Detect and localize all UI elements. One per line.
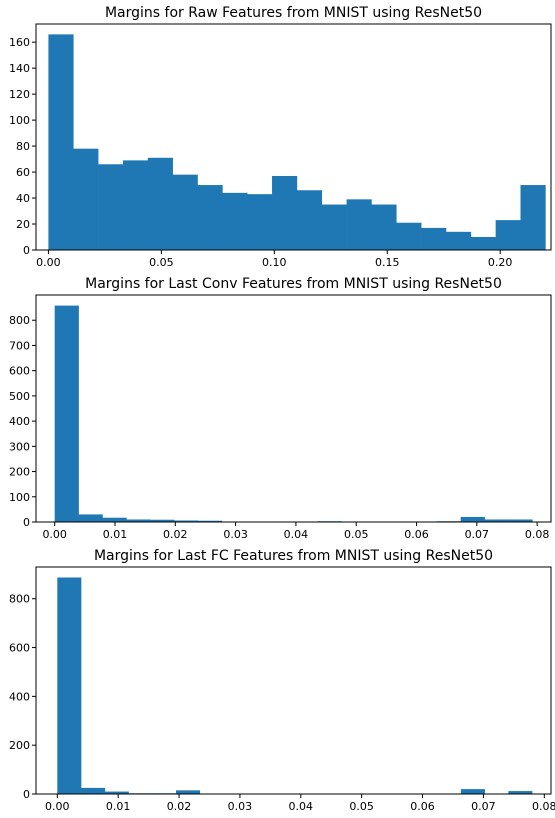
histogram-bar: [174, 520, 199, 522]
bars: [57, 577, 533, 794]
histogram-bar: [98, 164, 124, 250]
histogram-bar: [81, 787, 106, 794]
x-tick-label: 0.00: [42, 528, 67, 541]
y-tick-label: 20: [16, 218, 30, 231]
y-tick-label: 700: [9, 339, 30, 352]
bars: [54, 305, 533, 522]
chart-title: Margins for Last FC Features from MNIST …: [94, 548, 493, 564]
y-tick-label: 120: [9, 88, 30, 101]
histogram-bar: [150, 519, 175, 522]
histogram-bar: [57, 577, 82, 794]
x-tick-label: 0.04: [289, 800, 314, 813]
y-tick-label: 400: [9, 415, 30, 428]
histogram-bar: [172, 174, 198, 250]
histogram-bar: [371, 204, 397, 250]
histogram-bar: [147, 157, 173, 250]
histogram-bar: [272, 175, 298, 250]
y-tick-label: 100: [9, 114, 30, 127]
histogram-bar: [445, 231, 472, 250]
histogram-bar: [484, 519, 509, 522]
histogram-bar: [48, 34, 74, 250]
x-tick-label: 0.05: [344, 528, 369, 541]
x-tick-label: 0.08: [525, 528, 550, 541]
x-tick-label: 0.00: [36, 256, 61, 269]
histogram-bar: [495, 220, 521, 250]
y-tick-label: 160: [9, 36, 30, 49]
y-tick-label: 40: [16, 192, 30, 205]
y-tick-label: 600: [9, 365, 30, 378]
x-tick-label: 0.00: [45, 800, 70, 813]
histogram-bar: [78, 514, 103, 522]
y-tick-label: 0: [23, 244, 30, 257]
x-tick-label: 0.03: [223, 528, 248, 541]
histogram-bar: [396, 222, 422, 250]
histogram-bar: [197, 185, 223, 250]
y-tick-label: 60: [16, 166, 30, 179]
histogram-bar: [122, 160, 149, 250]
histogram-bar: [460, 789, 485, 794]
y-tick-label: 0: [23, 516, 30, 529]
y-tick-label: 400: [9, 690, 30, 703]
y-tick-label: 800: [9, 593, 30, 606]
histogram-bar: [470, 237, 496, 250]
x-tick-label: 0.02: [167, 800, 192, 813]
histogram-bar: [102, 517, 127, 522]
x-tick-label: 0.10: [262, 256, 287, 269]
axes-frame: [35, 294, 552, 523]
chart-2: Margins for Last Conv Features from MNIS…: [9, 276, 552, 541]
y-tick-label: 300: [9, 440, 30, 453]
histogram-bar: [321, 204, 347, 250]
histogram-bar: [54, 305, 79, 522]
histogram-bar: [508, 519, 533, 522]
histogram-bar: [520, 185, 546, 250]
histogram-bar: [126, 519, 151, 522]
y-tick-label: 80: [16, 140, 30, 153]
x-tick-label: 0.01: [103, 528, 128, 541]
x-tick-label: 0.05: [149, 256, 174, 269]
x-tick-label: 0.08: [532, 800, 555, 813]
x-tick-label: 0.01: [106, 800, 131, 813]
histogram-bar: [296, 190, 323, 250]
y-tick-label: 200: [9, 466, 30, 479]
axes-frame: [35, 23, 552, 251]
x-tick-label: 0.02: [163, 528, 188, 541]
x-tick-label: 0.04: [284, 528, 309, 541]
y-tick-label: 200: [9, 739, 30, 752]
chart-3: Margins for Last FC Features from MNIST …: [9, 548, 555, 813]
y-tick-label: 100: [9, 491, 30, 504]
axes-frame: [35, 566, 552, 795]
y-tick-label: 600: [9, 642, 30, 655]
x-tick-label: 0.06: [404, 528, 429, 541]
y-tick-label: 500: [9, 390, 30, 403]
bars: [48, 34, 546, 250]
histogram-bar: [222, 192, 248, 250]
x-tick-label: 0.15: [375, 256, 400, 269]
chart-title: Margins for Raw Features from MNIST usin…: [105, 5, 482, 21]
histogram-bar: [104, 791, 129, 794]
y-tick-label: 800: [9, 314, 30, 327]
x-tick-label: 0.07: [465, 528, 490, 541]
histogram-bar: [73, 148, 99, 250]
chart-1: Margins for Raw Features from MNIST usin…: [9, 5, 552, 269]
histogram-bar: [460, 516, 485, 522]
x-tick-label: 0.20: [488, 256, 513, 269]
y-tick-label: 0: [23, 788, 30, 801]
x-tick-label: 0.06: [410, 800, 435, 813]
histogram-bar: [421, 227, 447, 250]
x-tick-label: 0.03: [228, 800, 253, 813]
x-tick-label: 0.07: [471, 800, 496, 813]
histogram-bar: [247, 194, 273, 250]
y-tick-label: 140: [9, 62, 30, 75]
x-tick-label: 0.05: [349, 800, 374, 813]
histogram-bar: [508, 791, 533, 794]
histogram-bar: [346, 199, 372, 250]
histogram-bar: [197, 520, 223, 522]
chart-title: Margins for Last Conv Features from MNIS…: [85, 276, 502, 292]
histogram-bar: [176, 790, 201, 794]
